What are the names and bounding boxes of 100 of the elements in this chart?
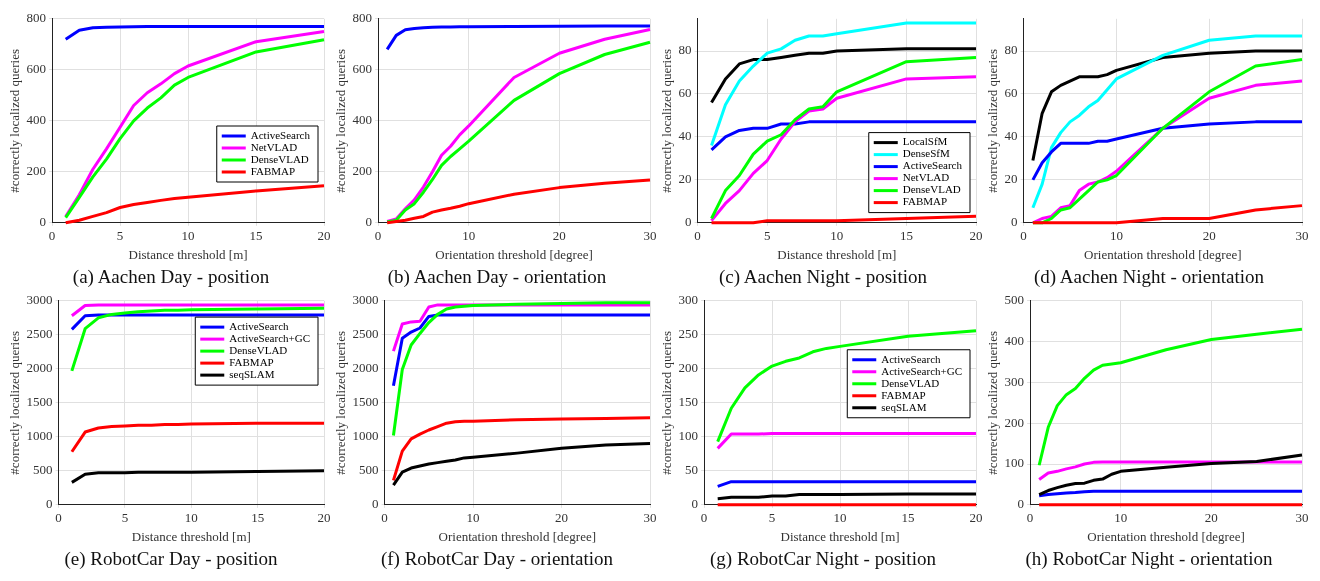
x-tick-label: 15	[899, 228, 913, 244]
legend-label: ActiveSearch+GC	[881, 364, 962, 377]
y-tick-label: 400	[26, 112, 47, 128]
x-axis-title: Distance threshold [m]	[777, 246, 897, 262]
text: (h) RobotCar Night - orientation	[1025, 547, 1273, 571]
x-tick-label: 10	[1114, 510, 1128, 526]
y-tick-label: 1000	[352, 428, 379, 444]
legend-label: FABMAP	[902, 195, 948, 208]
text: (b) Aachen Day - orientation	[387, 265, 607, 289]
y-tick-label: 300	[1004, 373, 1025, 389]
x-tick-label: 20	[969, 510, 983, 526]
y-tick-label: 800	[352, 10, 373, 26]
y-axis-title: #correctly localized queries	[985, 48, 1001, 193]
y-tick-label: 0	[691, 496, 699, 512]
x-tick-label: 30	[643, 228, 657, 244]
x-tick-label: 30	[1295, 228, 1309, 244]
y-tick-label: 150	[678, 394, 699, 410]
y-tick-label: 3000	[26, 292, 53, 308]
x-tick-label: 15	[901, 510, 915, 526]
y-tick-label: 0	[685, 214, 692, 230]
y-tick-label: 80	[678, 42, 692, 58]
x-tick-label: 20	[969, 228, 983, 244]
y-axis-title: #correctly localized queries	[659, 48, 675, 193]
legend-label: ActiveSearch+GC	[229, 332, 310, 345]
y-tick-label: 800	[26, 10, 47, 26]
y-tick-label: 2000	[26, 360, 53, 376]
y-tick-label: 250	[678, 326, 699, 342]
x-tick-label: 30	[643, 510, 657, 526]
y-tick-label: 300	[678, 292, 699, 308]
y-tick-label: 80	[1004, 42, 1018, 58]
y-tick-label: 0	[39, 214, 47, 230]
y-tick-label: 20	[678, 171, 692, 187]
x-tick-label: 20	[317, 228, 331, 244]
y-tick-label: 400	[352, 112, 373, 128]
legend-label: seqSLAM	[881, 400, 927, 413]
y-tick-label: 1000	[26, 428, 53, 444]
y-tick-label: 500	[33, 462, 53, 478]
legend-label: ActiveSearch	[902, 159, 963, 172]
legend-label: DenseVLAD	[902, 183, 961, 196]
legend-label: FABMAP	[229, 356, 274, 369]
y-tick-label: 100	[678, 428, 699, 444]
y-tick-label: 60	[678, 85, 692, 101]
y-axis-title: #correctly localized queries	[7, 48, 23, 193]
x-tick-label: 20	[317, 510, 331, 526]
legend-label: FABMAP	[881, 388, 926, 401]
text: (a) Aachen Day - position	[72, 265, 270, 289]
y-tick-label: 600	[26, 61, 47, 77]
y-tick-label: 200	[352, 163, 373, 179]
text: (c) Aachen Night - position	[719, 265, 927, 289]
x-tick-label: 10	[462, 228, 476, 244]
x-tick-label: 15	[251, 510, 265, 526]
x-tick-label: 10	[830, 228, 844, 244]
x-tick-label: 10	[181, 228, 195, 244]
y-tick-label: 200	[1004, 414, 1025, 430]
legend-label: DenseSfM	[902, 147, 951, 160]
y-axis-title: #correctly localized queries	[333, 48, 349, 193]
y-tick-label: 0	[1011, 214, 1018, 230]
x-axis-title: Distance threshold [m]	[780, 528, 900, 544]
x-tick-label: 5	[768, 510, 776, 526]
x-tick-label: 10	[466, 510, 480, 526]
text: (d) Aachen Night - orientation	[1033, 265, 1265, 289]
legend-label: NetVLAD	[902, 171, 950, 184]
legend-label: seqSLAM	[229, 368, 275, 381]
x-tick-label: 30	[1295, 510, 1309, 526]
y-tick-label: 500	[359, 462, 379, 478]
y-tick-label: 600	[352, 61, 373, 77]
legend-label: DenseVLAD	[881, 376, 940, 389]
legend-label: DenseVLAD	[229, 344, 288, 357]
y-axis-title: #correctly localized queries	[659, 330, 675, 475]
y-tick-label: 500	[1004, 292, 1025, 308]
x-axis-title: Orientation threshold [degree]	[435, 246, 593, 262]
legend-label: NetVLAD	[250, 140, 298, 153]
y-axis-title: #correctly localized queries	[985, 330, 1001, 475]
y-tick-label: 60	[1004, 85, 1018, 101]
x-tick-label: 20	[1202, 228, 1216, 244]
y-tick-label: 50	[685, 462, 699, 478]
y-tick-label: 1500	[26, 394, 53, 410]
x-tick-label: 20	[555, 510, 569, 526]
x-tick-label: 10	[1109, 228, 1123, 244]
y-tick-label: 2500	[26, 326, 53, 342]
legend-label: ActiveSearch	[229, 320, 290, 333]
x-tick-label: 5	[116, 228, 124, 244]
y-tick-label: 200	[26, 163, 47, 179]
x-tick-label: 5	[121, 510, 129, 526]
y-tick-label: 2000	[352, 360, 379, 376]
y-tick-label: 2500	[352, 326, 379, 342]
legend-label: DenseVLAD	[250, 152, 309, 165]
x-axis-title: Orientation threshold [degree]	[1087, 528, 1245, 544]
x-tick-label: 15	[249, 228, 263, 244]
y-tick-label: 0	[46, 496, 53, 512]
y-tick-label: 1500	[352, 394, 379, 410]
y-tick-label: 0	[372, 496, 379, 512]
y-tick-label: 40	[678, 128, 692, 144]
x-tick-label: 10	[184, 510, 198, 526]
y-tick-label: 3000	[352, 292, 379, 308]
legend-label: ActiveSearch	[250, 128, 311, 141]
text: (g) RobotCar Night - position	[710, 547, 936, 571]
legend-label: FABMAP	[250, 164, 296, 177]
y-tick-label: 0	[1017, 496, 1025, 512]
x-tick-label: 20	[1204, 510, 1218, 526]
